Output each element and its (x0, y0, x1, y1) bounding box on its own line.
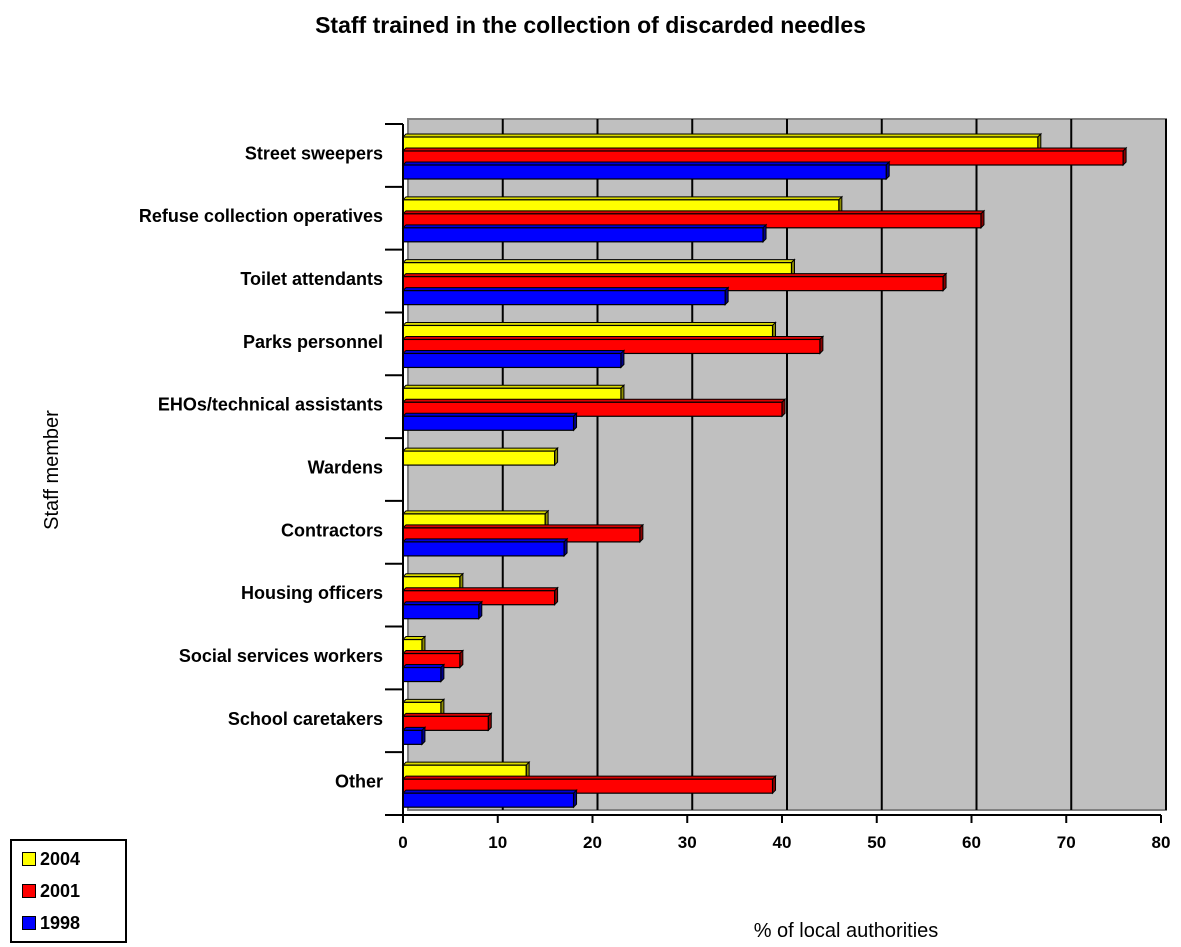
bar-front-face (402, 290, 726, 306)
bar-1998 (401, 663, 446, 683)
bar-1998 (401, 223, 768, 244)
category-label: Toilet attendants (240, 269, 383, 289)
axes-group: Street sweepers Refuse collection operati… (139, 123, 1171, 852)
bar-front-face (402, 666, 442, 683)
legend-item-2001: 2001 (22, 879, 80, 903)
bars-group (401, 132, 1128, 809)
category-label: Housing officers (241, 583, 383, 603)
bar-front-face (402, 450, 556, 466)
bar-1998 (401, 412, 578, 432)
x-tick-label: 20 (583, 833, 602, 852)
legend: 2004 2001 1998 (10, 839, 127, 943)
bar-front-face (402, 604, 480, 620)
category-label: Other (335, 772, 383, 792)
bar-front-face (402, 792, 575, 808)
category-label: Street sweepers (245, 143, 383, 163)
x-tick-label: 60 (962, 833, 981, 852)
bar-2004 (401, 446, 559, 467)
chart-title: Staff trained in the collection of disca… (315, 12, 866, 38)
bar-front-face (402, 415, 575, 431)
bar-1998 (401, 788, 578, 809)
x-axis-title: % of local authorities (754, 920, 939, 942)
bar-front-face (402, 352, 622, 369)
bar-1998 (401, 349, 626, 369)
category-label: Parks personnel (243, 332, 383, 352)
x-tick-label: 50 (867, 833, 886, 852)
category-label: Contractors (281, 520, 383, 540)
bar-1998 (401, 726, 427, 746)
legend-label: 2004 (40, 848, 81, 869)
x-tick-label: 0 (398, 833, 407, 852)
bar-front-face (402, 729, 423, 745)
legend-swatch (22, 884, 36, 898)
bar-1998 (401, 286, 730, 306)
category-label: EHOs/technical assistants (158, 395, 383, 415)
bar-front-face (402, 541, 565, 557)
x-tick-label: 70 (1057, 833, 1076, 852)
legend-swatch (22, 852, 36, 866)
category-label: School caretakers (228, 709, 383, 729)
legend-label: 1998 (40, 912, 81, 933)
legend-item-2004: 2004 (22, 847, 80, 871)
legend-label: 2001 (40, 880, 81, 901)
category-label: Refuse collection operatives (139, 206, 383, 226)
x-tick-label: 80 (1152, 833, 1171, 852)
legend-item-1998: 1998 (22, 911, 80, 935)
category-label: Wardens (308, 458, 383, 478)
x-tick-label: 30 (678, 833, 697, 852)
category-label: Social services workers (179, 646, 383, 666)
legend-swatch (22, 916, 36, 930)
y-axis-title: Staff member (41, 410, 63, 530)
bar-1998 (401, 537, 569, 558)
bar-front-face (402, 227, 764, 243)
bar-2001 (401, 209, 986, 230)
x-tick-label: 40 (773, 833, 792, 852)
bar-front-face (402, 164, 887, 180)
bar-1998 (401, 160, 891, 181)
x-tick-label: 10 (488, 833, 507, 852)
bar-1998 (401, 600, 484, 620)
